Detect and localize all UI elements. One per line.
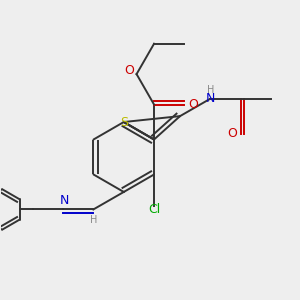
Text: S: S	[120, 116, 128, 128]
Text: H: H	[207, 85, 214, 95]
Text: Cl: Cl	[148, 203, 160, 216]
Text: O: O	[188, 98, 198, 111]
Text: O: O	[227, 127, 237, 140]
Text: H: H	[90, 215, 97, 225]
Text: O: O	[124, 64, 134, 77]
Text: N: N	[60, 194, 69, 207]
Text: N: N	[206, 92, 215, 105]
